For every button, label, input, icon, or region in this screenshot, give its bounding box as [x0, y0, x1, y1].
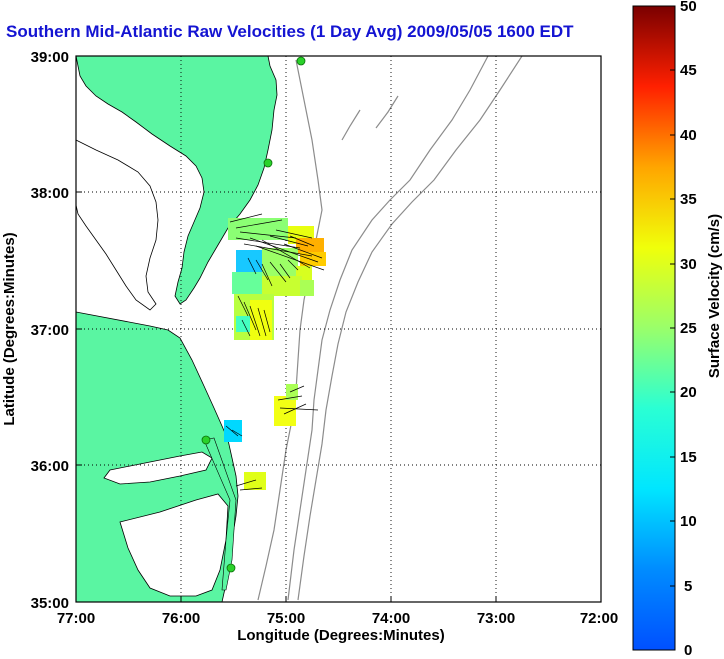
- y-tick-label: 39:00: [31, 49, 69, 66]
- colorbar-tick-label: 5: [684, 578, 692, 595]
- map-title: Southern Mid-Atlantic Raw Velocities (1 …: [6, 22, 574, 41]
- y-tick-label: 38:00: [31, 185, 69, 202]
- y-tick-label: 37:00: [31, 322, 69, 339]
- colorbar-tick-label: 10: [680, 513, 697, 530]
- colorbar: [632, 5, 676, 651]
- x-tick-label: 76:00: [162, 610, 200, 627]
- y-axis-label: Latitude (Degrees:Minutes): [1, 232, 18, 425]
- y-tick-labels: 39:00 38:00 37:00 36:00 35:00: [31, 49, 69, 612]
- grid-lines: [76, 56, 601, 602]
- x-tick-label: 77:00: [57, 610, 95, 627]
- x-tick-label: 75:00: [267, 610, 305, 627]
- colorbar-tick-label: 50: [680, 0, 697, 15]
- x-tick-labels: 77:00 76:00 75:00 74:00 73:00 72:00: [57, 610, 618, 627]
- colorbar-tick-label: 20: [680, 384, 697, 401]
- outer-banks: [203, 437, 237, 591]
- albemarle-sound: [103, 451, 213, 485]
- velocity-vectors: [225, 213, 325, 491]
- colorbar-label: Surface Velocity (cm/s): [706, 214, 723, 378]
- colorbar-tick-label: 0: [684, 642, 692, 659]
- tick-marks: [76, 191, 497, 602]
- x-axis-label: Longitude (Degrees:Minutes): [237, 627, 445, 644]
- chesapeake-bay: [76, 139, 159, 311]
- colorbar-tick-label: 25: [680, 320, 697, 337]
- colorbar-ticks: [670, 69, 675, 587]
- colorbar-tick-labels: 50 45 40 35 30 25 20 15 10 5 0: [680, 0, 697, 659]
- y-tick-label: 36:00: [31, 458, 69, 475]
- colorbar-tick-label: 40: [680, 127, 697, 144]
- x-tick-label: 73:00: [477, 610, 515, 627]
- radar-stations: [201, 56, 306, 573]
- bathymetry-contours: [257, 56, 523, 601]
- colorbar-tick-label: 15: [680, 449, 697, 466]
- colorbar-tick-label: 45: [680, 62, 697, 79]
- colorbar-tick-label: 30: [680, 256, 697, 273]
- pamlico-sound: [119, 493, 229, 597]
- x-tick-label: 74:00: [372, 610, 410, 627]
- land-mainland: [76, 56, 278, 305]
- x-tick-label: 72:00: [580, 610, 618, 627]
- velocity-field: [224, 218, 326, 490]
- y-tick-label: 35:00: [31, 595, 69, 612]
- colorbar-tick-label: 35: [680, 191, 697, 208]
